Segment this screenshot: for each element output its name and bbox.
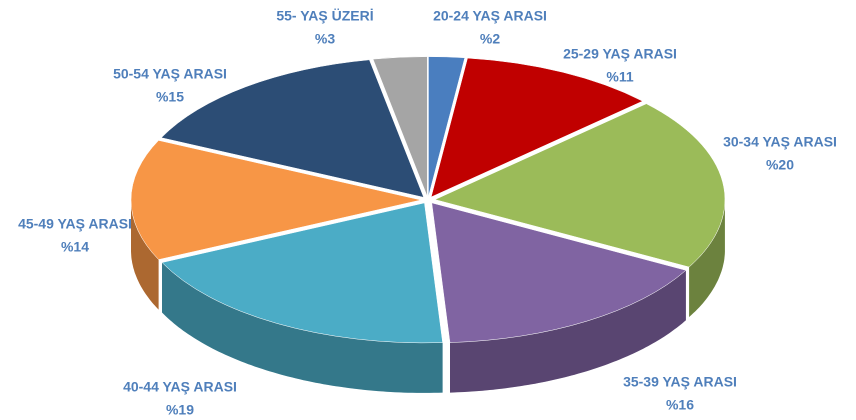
slice xyxy=(161,202,443,344)
slice-value-label: %16 xyxy=(666,397,694,413)
slice xyxy=(431,202,687,343)
slice-label: 20-24 YAŞ ARASI xyxy=(433,8,547,24)
slice-side-shade xyxy=(131,198,159,310)
slice-side-shade xyxy=(689,197,725,317)
pie-tops xyxy=(130,56,726,344)
slice-value-label: %14 xyxy=(61,239,89,255)
slice xyxy=(430,57,644,198)
slice-label: 50-54 YAŞ ARASI xyxy=(113,66,227,82)
slice-side-shade xyxy=(162,262,443,393)
slice-label: 55- YAŞ ÜZERİ xyxy=(276,8,373,24)
slice xyxy=(130,140,422,260)
slice-side xyxy=(450,270,686,393)
slice-value-label: %3 xyxy=(315,31,335,47)
slice-value-label: %15 xyxy=(156,89,184,105)
slice-side-shade xyxy=(450,270,686,393)
slice-label: 40-44 YAŞ ARASI xyxy=(123,379,237,395)
slice-value-label: %19 xyxy=(166,402,194,418)
slice xyxy=(434,103,726,268)
slice-value-label: %2 xyxy=(480,31,500,47)
slice-side xyxy=(689,197,725,317)
slice-label: 30-34 YAŞ ARASI xyxy=(723,134,837,150)
slice xyxy=(372,56,428,197)
slice-label: 45-49 YAŞ ARASI xyxy=(18,216,132,232)
slice-label: 35-39 YAŞ ARASI xyxy=(623,374,737,390)
slice-side xyxy=(131,198,159,310)
slice-value-label: %11 xyxy=(606,69,633,85)
slice-value-label: %20 xyxy=(766,157,794,173)
slice-side xyxy=(162,262,443,393)
slice-label: 25-29 YAŞ ARASI xyxy=(563,46,677,62)
slice xyxy=(428,56,466,197)
slice xyxy=(160,59,425,198)
pie-sides xyxy=(131,197,725,393)
